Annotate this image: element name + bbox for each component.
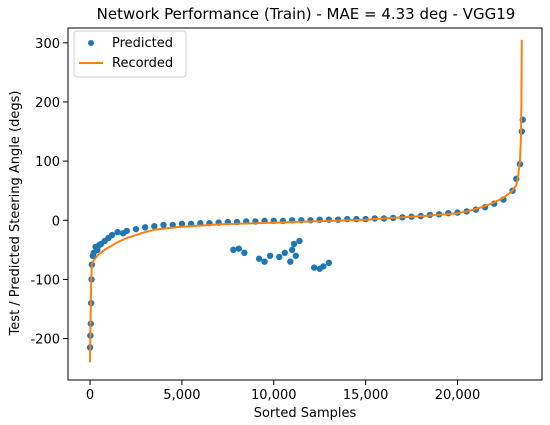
recorded-line [89,39,523,363]
y-tick-label: 300 [35,37,60,52]
legend: Predicted Recorded [73,30,187,78]
x-tick-label: 5,000 [163,388,200,403]
y-tick-label: 100 [35,155,60,170]
predicted-point [287,258,294,265]
plot-frame [67,27,543,381]
y-axis-ticks: -200 -100 0 100 200 300 [30,37,68,348]
x-tick-label: 0 [86,388,94,403]
predicted-point [288,246,296,254]
x-tick-label: 20,000 [435,388,481,403]
x-axis-ticks: 0 5,000 10,000 15,000 20,000 [86,380,480,403]
predicted-point [292,252,300,259]
predicted-point [261,258,268,265]
y-tick-label: -100 [30,273,60,288]
predicted-point [281,249,288,257]
predicted-point [320,263,327,270]
predicted-point [290,240,298,248]
predicted-point [310,264,318,271]
legend-predicted-marker [88,40,94,46]
predicted-point [132,225,140,233]
x-tick-label: 10,000 [251,388,297,403]
predicted-point [123,227,130,235]
predicted-point [114,228,121,236]
predicted-point [151,222,158,230]
y-tick-label: -200 [30,333,60,348]
y-tick-label: 200 [35,96,60,111]
x-axis-label: Sorted Samples [254,406,357,421]
y-axis-label: Test / Predicted Steering Angle (degs) [8,91,23,337]
predicted-point [230,246,237,254]
predicted-point [178,220,186,228]
legend-predicted-label: Predicted [112,36,173,51]
predicted-point [276,253,283,261]
legend-box [73,30,187,78]
plot-area [68,28,542,380]
recorded-line-layer [89,39,523,363]
predicted-point [241,249,248,257]
predicted-point [235,245,243,252]
predicted-point [108,231,116,239]
predicted-point [266,252,274,259]
predicted-point [255,255,263,262]
y-tick-label: 0 [52,214,60,229]
predicted-point [141,224,149,231]
predicted-point [325,259,333,267]
chart-title: Network Performance (Train) - MAE = 4.33… [97,5,516,23]
x-tick-label: 15,000 [343,388,389,403]
predicted-point [160,221,167,229]
predicted-point [296,237,303,245]
legend-recorded-label: Recorded [112,56,173,71]
plot-background [68,28,542,380]
